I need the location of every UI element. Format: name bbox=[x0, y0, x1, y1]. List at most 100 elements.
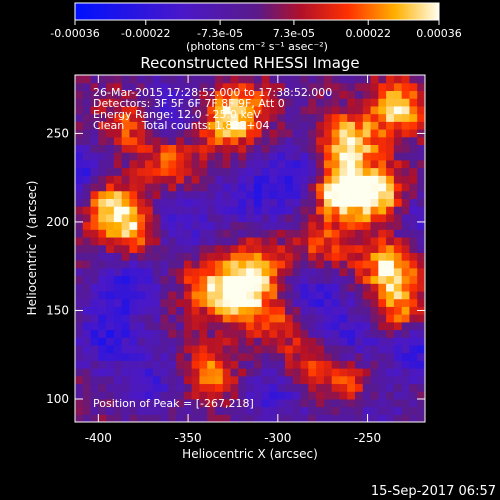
heatmap-cell bbox=[160, 368, 169, 377]
heatmap-cell bbox=[331, 152, 341, 161]
heatmap-cell bbox=[168, 329, 177, 338]
heatmap-cell bbox=[393, 136, 403, 145]
heatmap-cell bbox=[246, 383, 255, 392]
heatmap-cell bbox=[98, 267, 107, 277]
heatmap-cell bbox=[238, 90, 247, 99]
heatmap-cell bbox=[98, 275, 107, 284]
heatmap-cell bbox=[75, 98, 84, 107]
heatmap-cell bbox=[98, 90, 107, 99]
heatmap-cell bbox=[370, 414, 379, 422]
heatmap-cell bbox=[378, 290, 387, 300]
heatmap-cell bbox=[75, 206, 84, 215]
heatmap-cell bbox=[285, 167, 294, 176]
heatmap-cell bbox=[176, 398, 185, 408]
heatmap-cell bbox=[261, 314, 271, 323]
heatmap-cell bbox=[106, 244, 115, 253]
heatmap-cell bbox=[261, 283, 271, 292]
heatmap-cell bbox=[137, 105, 146, 115]
heatmap-cell bbox=[137, 352, 146, 361]
heatmap-cell bbox=[269, 368, 278, 377]
heatmap-cell bbox=[152, 298, 162, 307]
heatmap-cell bbox=[183, 244, 193, 253]
heatmap-cell bbox=[90, 406, 99, 415]
heatmap-cell bbox=[82, 213, 92, 223]
heatmap-cell bbox=[355, 221, 364, 230]
heatmap-cell bbox=[191, 221, 201, 230]
heatmap-cell bbox=[246, 144, 255, 153]
heatmap-cell bbox=[176, 182, 185, 192]
heatmap-cell bbox=[230, 182, 239, 192]
heatmap-cell bbox=[386, 167, 395, 176]
heatmap-cell bbox=[137, 190, 146, 199]
heatmap-cell bbox=[129, 267, 138, 277]
heatmap-cell bbox=[106, 267, 115, 277]
heatmap-cell bbox=[339, 229, 348, 238]
x-tick-label: -400 bbox=[85, 431, 112, 445]
heatmap-cell bbox=[82, 344, 92, 354]
heatmap-cell bbox=[230, 375, 239, 385]
heatmap-cell bbox=[121, 244, 131, 253]
heatmap-cell bbox=[417, 90, 425, 99]
heatmap-cell bbox=[106, 152, 115, 161]
heatmap-cell bbox=[269, 290, 278, 300]
heatmap-cell bbox=[238, 236, 247, 246]
heatmap-cell bbox=[409, 105, 418, 115]
heatmap-cell bbox=[176, 113, 185, 122]
heatmap-cell bbox=[323, 321, 333, 331]
heatmap-cell bbox=[292, 190, 302, 199]
heatmap-cell bbox=[347, 198, 356, 207]
heatmap-cell bbox=[199, 190, 208, 199]
heatmap-cell bbox=[75, 352, 84, 361]
heatmap-cell bbox=[261, 105, 271, 115]
heatmap-cell bbox=[378, 306, 387, 315]
heatmap-cell bbox=[409, 414, 418, 422]
heatmap-cell bbox=[292, 283, 302, 292]
heatmap-cell bbox=[121, 391, 131, 400]
heatmap-cell bbox=[409, 128, 418, 138]
heatmap-cell bbox=[300, 90, 309, 99]
heatmap-cell bbox=[207, 398, 216, 408]
heatmap-cell bbox=[199, 252, 208, 261]
heatmap-cell bbox=[331, 298, 341, 307]
heatmap-cell bbox=[168, 128, 177, 138]
heatmap-cell bbox=[207, 206, 216, 215]
heatmap-cell bbox=[199, 275, 208, 284]
heatmap-cell bbox=[347, 267, 356, 277]
heatmap-cell bbox=[417, 375, 425, 385]
heatmap-cell bbox=[152, 260, 162, 269]
heatmap-cell bbox=[409, 121, 418, 130]
heatmap-cell bbox=[90, 182, 99, 192]
heatmap-cell bbox=[191, 236, 201, 246]
heatmap-cell bbox=[370, 221, 379, 230]
heatmap-cell bbox=[308, 383, 317, 392]
heatmap-cell bbox=[323, 368, 333, 377]
heatmap-cell bbox=[152, 368, 162, 377]
heatmap-cell bbox=[90, 90, 99, 99]
heatmap-cell bbox=[347, 182, 356, 192]
heatmap-cell bbox=[106, 121, 115, 130]
heatmap-cell bbox=[300, 368, 309, 377]
heatmap-cell bbox=[378, 206, 387, 215]
heatmap-cell bbox=[285, 383, 294, 392]
heatmap-cell bbox=[230, 398, 239, 408]
heatmap-cell bbox=[269, 152, 278, 161]
heatmap-cell bbox=[82, 206, 92, 215]
heatmap-cell bbox=[386, 128, 395, 138]
heatmap-cell bbox=[152, 344, 162, 354]
heatmap-cell bbox=[98, 375, 107, 385]
heatmap-cell bbox=[82, 113, 92, 122]
heatmap-cell bbox=[417, 368, 425, 377]
heatmap-cell bbox=[207, 260, 216, 269]
heatmap-cell bbox=[113, 121, 123, 130]
heatmap-cell bbox=[347, 152, 356, 161]
heatmap-cell bbox=[355, 337, 364, 346]
heatmap-cell bbox=[168, 344, 177, 354]
heatmap-cell bbox=[207, 375, 216, 385]
heatmap-cell bbox=[393, 275, 403, 284]
heatmap-cell bbox=[339, 121, 348, 130]
heatmap-cell bbox=[176, 360, 185, 369]
heatmap-cell bbox=[370, 244, 379, 253]
heatmap-cell bbox=[98, 221, 107, 230]
heatmap-cell bbox=[215, 190, 224, 199]
heatmap-cell bbox=[145, 360, 154, 369]
